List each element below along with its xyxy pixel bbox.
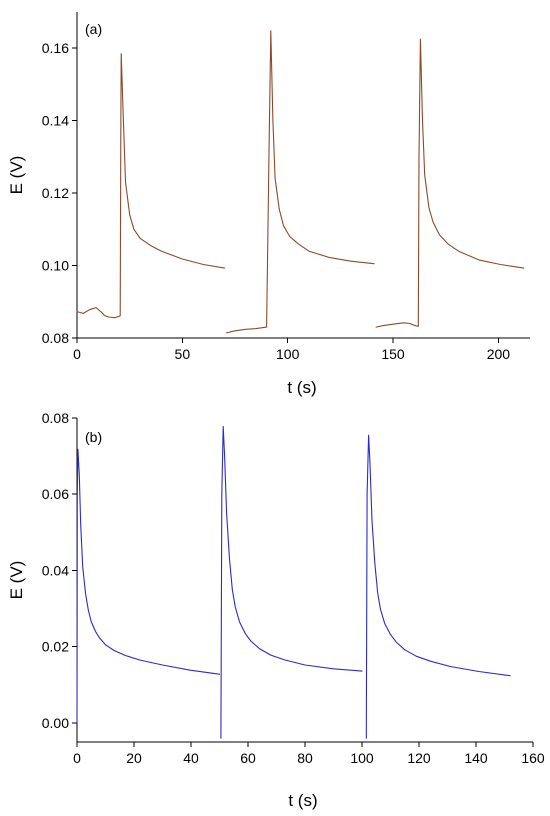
panel-b-y-tick-label: 0.06: [42, 486, 69, 502]
panel-a-x-tick-label: 200: [487, 346, 511, 362]
panel-b-y-tick-label: 0.02: [42, 639, 69, 655]
panel-b-x-tick-label: 140: [464, 750, 488, 766]
panel-a-label: (a): [85, 21, 102, 37]
panel-a-series-line-2: [226, 30, 375, 334]
chart-panel-b: (b) t (s) E (V) 0 20 40 60 80 100 120 140 160 0.0…: [7, 410, 545, 810]
panel-a-x-tick-label: 150: [381, 346, 405, 362]
panel-b-x-tick-label: 80: [297, 750, 313, 766]
panel-a-y-tick-label: 0.14: [42, 113, 69, 129]
panel-b-x-tick-label: 160: [521, 750, 545, 766]
panel-a-y-tick-label: 0.12: [42, 185, 69, 201]
panel-b-x-axis-title: t (s): [288, 791, 317, 810]
panel-b-y-tick-label: 0.00: [42, 715, 69, 731]
panel-b-y-axis-title: E (V): [7, 561, 26, 600]
panel-b-x-tick-label: 0: [73, 750, 81, 766]
panel-a-x-tick-label: 100: [276, 346, 300, 362]
panel-a-y-tick-label: 0.16: [42, 40, 69, 56]
panel-b-x-tick-label: 60: [240, 750, 256, 766]
panel-b-label: (b): [85, 429, 102, 445]
panel-b-x-tick-label: 40: [183, 750, 199, 766]
panel-b-y-tick-label: 0.08: [42, 410, 69, 426]
panel-a-series-line-1: [76, 53, 226, 319]
panel-a-x-tick-label: 0: [73, 346, 81, 362]
panel-a-y-tick-label: 0.10: [42, 258, 69, 274]
panel-b-x-tick-label: 120: [407, 750, 431, 766]
panel-a-x-axis-title: t (s): [287, 378, 316, 397]
panel-a-y-tick-label: 0.08: [42, 330, 69, 346]
panel-b-x-tick-label: 20: [126, 750, 142, 766]
panel-b-series-line-2: [220, 425, 363, 739]
panel-a-x-tick-label: 50: [175, 346, 191, 362]
panel-a-y-axis-title: E (V): [7, 156, 26, 195]
panel-b-y-tick-label: 0.04: [42, 562, 69, 578]
chart-panel-a: (a) t (s) E (V) 0 50 100 150 200 0.08 0.10 0.12…: [7, 12, 530, 397]
panel-b-series-line-1: [76, 448, 221, 724]
panel-b-series-line-3: [365, 434, 511, 739]
panel-b-x-tick-label: 100: [350, 750, 374, 766]
panel-a-series-line-3: [375, 38, 525, 328]
